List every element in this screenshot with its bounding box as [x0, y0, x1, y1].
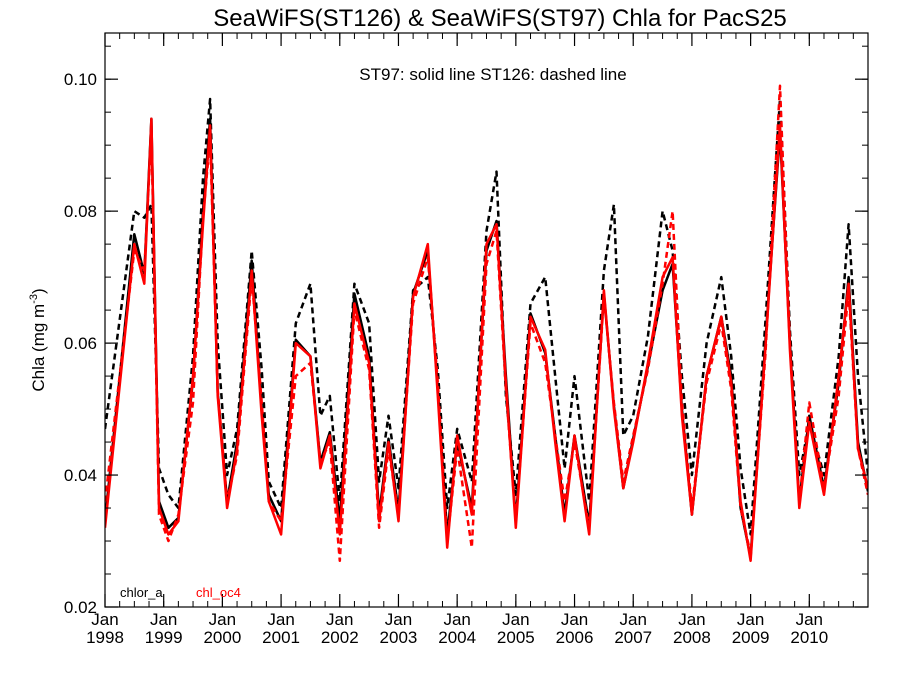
x-tick-label-year: 1999 — [145, 628, 183, 647]
legend-label-0: chlor_a — [120, 585, 163, 600]
series-group — [105, 84, 868, 563]
x-tick-label-month: Jan — [502, 610, 529, 629]
x-tick-label-month: Jan — [91, 610, 118, 629]
x-tick-label-month: Jan — [561, 610, 588, 629]
y-axis-label: Chla (mg m-3) — [28, 288, 48, 391]
x-tick-label-month: Jan — [678, 610, 705, 629]
x-tick-label-year: 2007 — [614, 628, 652, 647]
x-tick-label-month: Jan — [267, 610, 294, 629]
series-line-1 — [105, 97, 868, 536]
legend: chlor_a chl_oc4 — [120, 585, 241, 600]
x-tick-label-year: 2000 — [203, 628, 241, 647]
x-tick-label-month: Jan — [796, 610, 823, 629]
y-tick-label: 0.02 — [64, 598, 97, 617]
legend-label-1: chl_oc4 — [196, 585, 241, 600]
y-tick-label: 0.08 — [64, 202, 97, 221]
y-tick-label: 0.04 — [64, 466, 97, 485]
x-tick-label-year: 2001 — [262, 628, 300, 647]
x-tick-label-month: Jan — [737, 610, 764, 629]
x-tick-label-month: Jan — [326, 610, 353, 629]
x-tick-label-year: 2010 — [790, 628, 828, 647]
y-tick-label: 0.10 — [64, 70, 97, 89]
plot-content — [105, 84, 868, 563]
x-tick-label-month: Jan — [620, 610, 647, 629]
y-axis-label-group: Chla (mg m-3) — [28, 288, 48, 391]
x-tick-label-month: Jan — [150, 610, 177, 629]
axes: 0.020.040.060.080.10Jan1998Jan1999Jan200… — [64, 32, 869, 647]
chart-annotation: ST97: solid line ST126: dashed line — [359, 65, 626, 84]
x-tick-label-year: 2004 — [438, 628, 476, 647]
x-tick-label-year: 2005 — [497, 628, 535, 647]
chart-title: SeaWiFS(ST126) & SeaWiFS(ST97) Chla for … — [213, 5, 787, 32]
x-tick-label-year: 1998 — [86, 628, 124, 647]
x-tick-label-year: 2009 — [732, 628, 770, 647]
x-tick-label-year: 2006 — [556, 628, 594, 647]
x-tick-label-month: Jan — [209, 610, 236, 629]
x-tick-label-year: 2002 — [321, 628, 359, 647]
y-axis-label-close: ) — [29, 288, 48, 294]
x-tick-label-month: Jan — [385, 610, 412, 629]
x-tick-label-month: Jan — [443, 610, 470, 629]
x-tick-label-year: 2003 — [380, 628, 418, 647]
y-tick-label: 0.06 — [64, 334, 97, 353]
y-axis-label-main: Chla (mg m — [29, 304, 48, 392]
series-line-3 — [105, 84, 868, 563]
x-tick-label-year: 2008 — [673, 628, 711, 647]
y-axis-label-superscript: -3 — [28, 294, 40, 304]
